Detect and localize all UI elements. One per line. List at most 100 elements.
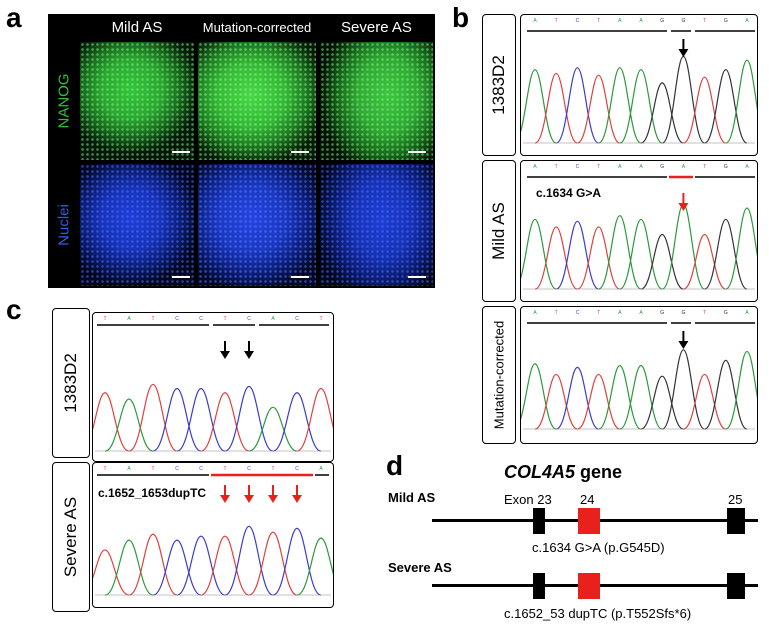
base-call-letter: A [533,164,537,170]
panel-label-d: d [386,450,404,481]
chromatogram-peak [640,82,684,144]
chromatogram-peak [104,539,154,596]
trace-label-1383d2-c: 1383D2 [52,308,90,458]
row-label-nuclei: Nuclei [50,164,78,286]
scale-bar-6 [408,276,426,278]
chromatogram-peak [662,203,705,290]
chromatogram-peak [725,59,757,144]
chromatogram-peak [704,69,748,144]
base-call-letter: C [247,316,251,322]
column-header-mild-as: Mild AS [80,16,194,40]
chromatogram-peak [577,373,620,430]
base-call-letter: A [127,316,131,322]
chromatogram-peak [93,392,130,452]
chromatogram-peak [272,527,322,596]
base-call-letter: A [533,18,537,24]
base-call-letter: A [618,310,622,316]
chromatogram-peak [619,365,663,430]
base-call-letter: C [175,316,179,322]
chromatogram-peak [152,387,202,452]
chromatogram-peak [725,207,757,290]
base-call-letter: T [271,466,274,472]
chromatogram-peak [176,387,226,452]
base-call-letter: C [247,466,251,472]
base-call-letter: T [555,310,558,316]
chromatogram-peak [556,220,599,290]
mutation-text-mild-as: c.1634 G>A (p.G545D) [532,540,665,555]
trace-label-1383d2-b: 1383D2 [482,14,516,156]
panel-label-a: a [6,2,22,33]
chromatogram-peak [556,67,599,144]
chromatogram-peak [521,69,557,144]
base-call-letter: T [223,316,226,322]
exon-label-25: 25 [728,492,743,507]
base-call-letter: C [295,466,299,472]
base-call-letter: C [199,466,203,472]
chromatogram-peak [704,218,748,290]
chromatogram-peak [248,406,298,452]
chromatogram-peak [704,359,748,430]
gene-row-label-mild-as: Mild AS [388,490,436,505]
base-call-letter: G [681,18,685,24]
micrograph-nanog-mild-as [80,42,194,160]
chromatogram-peak [224,385,274,452]
trace-label-mutation-corrected: Mutation-corrected [482,306,516,444]
chromatogram-peak [152,539,202,596]
scale-bar-2 [291,151,309,153]
red-arrow-icon [292,485,302,503]
red-arrow-icon [268,485,278,503]
base-call-letter: A [618,18,622,24]
base-call-letter: G [724,164,728,170]
micrograph-nanog-severe-as [320,42,433,160]
base-call-letter: A [745,310,749,316]
scale-bar-3 [408,151,426,153]
chromatogram-peak [93,549,130,596]
chromatogram-peak [640,375,684,430]
base-call-letter: C [576,18,580,24]
red-arrow-icon [244,485,254,503]
chromatogram-peak [296,537,333,596]
base-call-letter: C [576,164,580,170]
base-call-letter: T [703,310,706,316]
exon-24-mild-as [578,508,600,534]
micrograph-nuclei-mutation-corrected [198,164,316,286]
mutation-text-severe-as: c.1652_53 dupTC (p.T552Sfs*6) [504,606,692,621]
black-arrow-icon [220,341,230,359]
base-call-letter: C [576,310,580,316]
exon-23-severe-as [533,573,545,599]
chromatogram-peak [619,218,663,290]
base-call-letter: T [103,466,106,472]
chromatogram-peak [598,67,642,144]
chromatogram-peak [619,69,663,144]
chromatogram-peak [200,392,250,452]
chromatogram-peak [556,366,599,430]
chromatogram-peak [534,72,578,144]
chromatogram-peak [534,373,578,430]
base-call-letter: T [703,164,706,170]
base-call-letter: T [151,316,154,322]
exon-label-24: 24 [580,492,595,507]
exon-25-severe-as [727,573,745,599]
micrograph-nuclei-severe-as [320,164,433,286]
base-call-letter: A [745,164,749,170]
base-call-letter: G [660,310,664,316]
gene-row-label-severe-as: Severe AS [388,560,452,575]
scale-bar-5 [291,276,309,278]
chromatogram-peak [662,349,705,430]
chromatogram-peak [683,76,726,144]
base-call-letter: T [555,18,558,24]
base-call-letter: A [271,316,275,322]
base-call-letter: C [295,316,299,322]
mutation-annotation-severe-as: c.1652_1653dupTC [98,486,207,500]
micrograph-nuclei-mild-as [80,164,194,286]
base-call-letter: G [724,18,728,24]
panel-label-c: c [6,294,22,325]
chromatogram-peak [521,218,557,290]
base-call-letter: A [319,466,323,472]
red-arrow-icon [678,193,689,211]
base-call-letter: T [597,310,600,316]
chromatogram-peak [577,74,620,144]
chromatogram-peak [272,392,322,452]
